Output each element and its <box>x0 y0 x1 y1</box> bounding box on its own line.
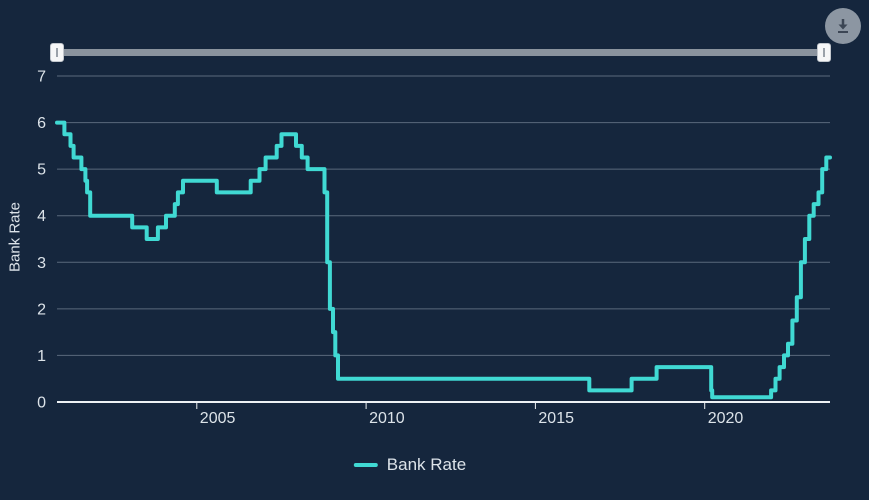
slider-handle-grip <box>823 48 825 57</box>
legend: Bank Rate <box>353 455 467 475</box>
series-line-bank-rate[interactable] <box>55 120 832 400</box>
legend-label: Bank Rate <box>386 455 467 474</box>
y-tick-label: 7 <box>37 69 46 86</box>
slider-handle-grip <box>56 48 58 57</box>
legend-line-marker <box>353 463 378 467</box>
slider-handle-left[interactable] <box>50 43 64 62</box>
y-tick-label: 4 <box>37 208 46 225</box>
x-tick-label: 2015 <box>538 410 574 427</box>
x-tick-label: 2005 <box>200 410 236 427</box>
download-button[interactable] <box>825 8 861 44</box>
x-tick-label: 2020 <box>708 410 744 427</box>
y-tick-label: 1 <box>37 348 46 365</box>
legend-item-bank-rate[interactable]: Bank Rate <box>353 455 467 475</box>
y-tick-label: 3 <box>37 255 46 272</box>
slider-handle-right[interactable] <box>817 43 831 62</box>
y-tick-label: 5 <box>37 162 46 179</box>
x-tick-label: 2010 <box>369 410 405 427</box>
download-icon <box>838 19 848 33</box>
y-axis-title: Bank Rate <box>6 201 24 273</box>
y-tick-label: 6 <box>37 115 46 132</box>
y-tick-label: 2 <box>37 301 46 318</box>
y-tick-label: 0 <box>37 395 46 412</box>
slider-track[interactable] <box>57 49 830 56</box>
